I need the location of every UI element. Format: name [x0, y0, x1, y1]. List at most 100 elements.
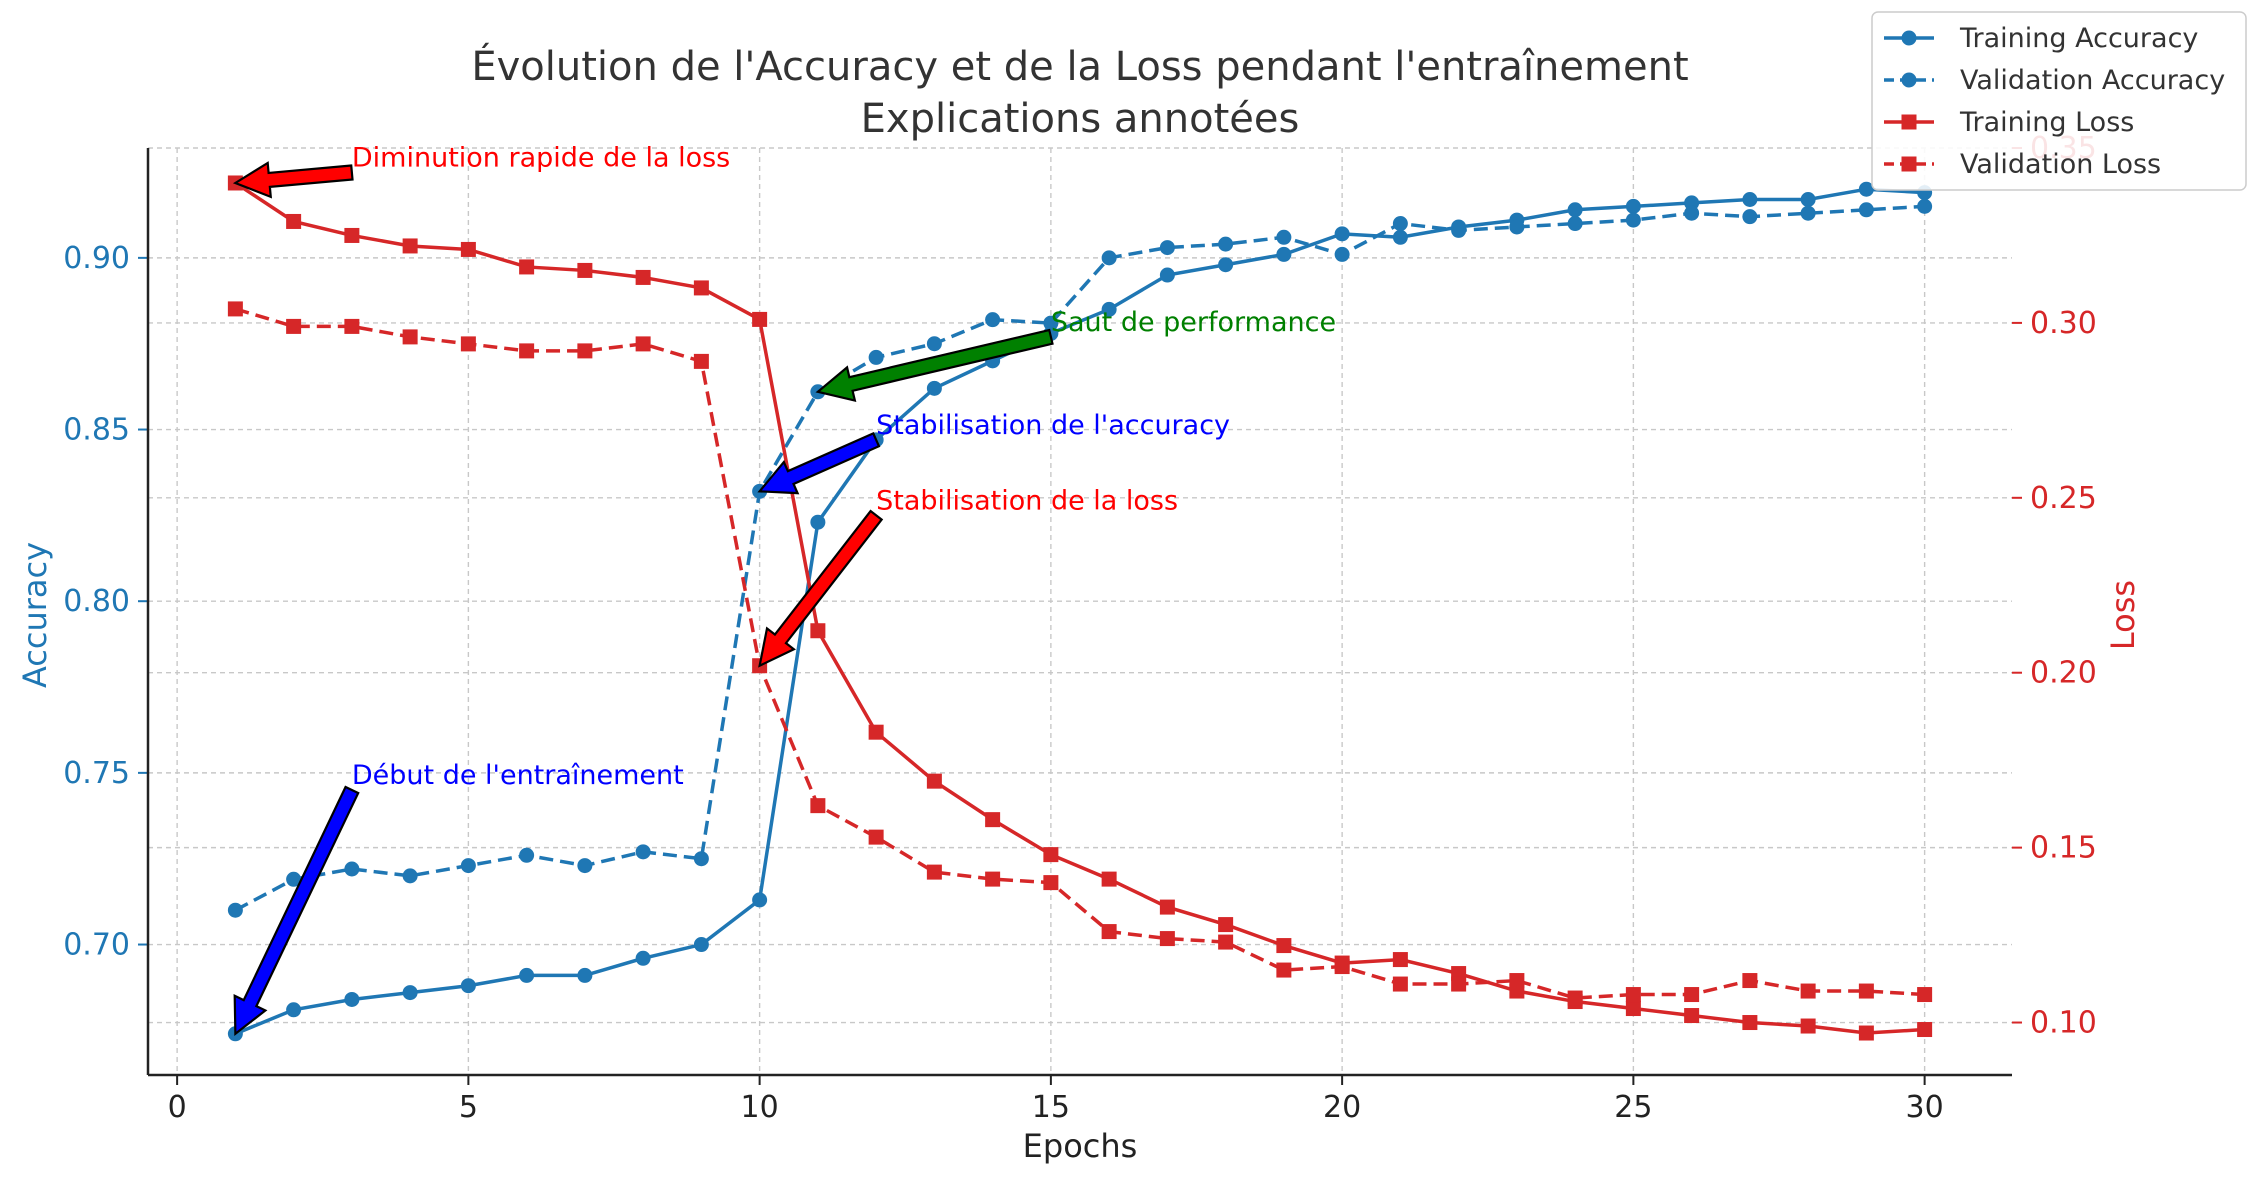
legend-marker	[1901, 30, 1917, 46]
validation-accuracy-point	[1101, 250, 1117, 266]
y-axis-left-label: Accuracy	[16, 542, 54, 688]
x-tick-label: 15	[1032, 1090, 1070, 1125]
training-loss-point	[460, 241, 476, 257]
axes: 0 5 10 15 20 25 30 0.70 0.75 0.80 0.85 0.90 0.10 0.15…	[63, 131, 2097, 1125]
validation-accuracy-point	[926, 336, 942, 352]
validation-loss-point	[227, 301, 243, 317]
chart-subtitle: Explications annotées	[861, 96, 1300, 142]
annotation-text: Début de l'entraînement	[352, 760, 684, 791]
validation-loss-point	[1276, 962, 1292, 978]
validation-accuracy-point	[1625, 212, 1641, 228]
training-loss-point	[1684, 1008, 1700, 1024]
validation-loss-point	[1334, 959, 1350, 975]
validation-accuracy-point	[1684, 205, 1700, 221]
validation-accuracy-point	[1392, 216, 1408, 232]
y-left-tick-label: 0.90	[63, 241, 130, 276]
validation-accuracy-point	[1509, 219, 1525, 235]
training-accuracy-point	[577, 967, 593, 983]
y-left-tick-label: 0.80	[63, 584, 130, 619]
validation-accuracy-point	[868, 349, 884, 365]
x-tick-label: 0	[168, 1090, 187, 1125]
training-accuracy-point	[402, 985, 418, 1001]
training-accuracy-point	[1276, 246, 1292, 262]
validation-accuracy-point	[402, 868, 418, 884]
training-loss-point	[1742, 1015, 1758, 1031]
validation-accuracy-point	[227, 902, 243, 918]
y-right-tick-label: 0.10	[2030, 1006, 2097, 1041]
validation-accuracy-point	[286, 871, 302, 887]
annotation-arrow	[232, 161, 354, 199]
validation-loss-point	[402, 329, 418, 345]
training-accuracy-point	[1625, 198, 1641, 214]
training-accuracy-point	[926, 380, 942, 396]
validation-loss-point	[1218, 934, 1234, 950]
annotation-arrow	[815, 328, 1054, 402]
annotation-arrow	[758, 509, 884, 668]
training-loss-point	[402, 238, 418, 254]
legend-marker	[1901, 156, 1917, 172]
validation-accuracy-point	[1218, 236, 1234, 252]
validation-loss-point	[810, 798, 826, 814]
validation-accuracy-point	[1800, 205, 1816, 221]
training-accuracy-point	[1684, 195, 1700, 211]
training-accuracy-point	[1218, 257, 1234, 273]
annotations: Diminution rapide de la loss Saut de perf…	[232, 142, 1336, 1037]
legend: Training Accuracy Validation Accuracy Trai…	[1871, 11, 2247, 191]
y-right-tick-label: 0.20	[2030, 656, 2097, 691]
validation-accuracy-point	[985, 312, 1001, 328]
training-loss-point	[868, 724, 884, 740]
training-loss-point	[752, 311, 768, 327]
x-tick-label: 5	[459, 1090, 478, 1125]
validation-loss-point	[1043, 875, 1059, 891]
training-accuracy-point	[519, 967, 535, 983]
training-accuracy-point	[752, 892, 768, 908]
legend-label: Training Loss	[1959, 107, 2134, 138]
validation-loss-point	[1625, 987, 1641, 1003]
training-loss-point	[577, 262, 593, 278]
validation-loss-point	[1917, 987, 1933, 1003]
training-loss-point	[1800, 1018, 1816, 1034]
y-left-tick-label: 0.85	[63, 413, 130, 448]
training-accuracy-point	[1742, 192, 1758, 207]
training-loss-point	[1101, 871, 1117, 887]
training-loss-point	[344, 227, 360, 243]
validation-loss-point	[1101, 924, 1117, 940]
validation-accuracy-point	[1043, 315, 1059, 331]
training-loss-point	[926, 773, 942, 789]
validation-loss-point	[635, 336, 651, 352]
validation-loss-point	[344, 318, 360, 334]
training-loss-point	[810, 623, 826, 639]
validation-loss-point	[926, 864, 942, 880]
validation-loss-point	[1800, 983, 1816, 999]
validation-loss-point	[693, 353, 709, 369]
validation-accuracy-point	[1334, 246, 1350, 262]
training-loss-point	[286, 213, 302, 229]
training-loss-point	[1917, 1022, 1933, 1038]
validation-loss-point	[1451, 976, 1467, 992]
x-tick-label: 30	[1906, 1090, 1944, 1125]
validation-loss-point	[286, 318, 302, 334]
validation-accuracy-point	[1159, 240, 1175, 256]
legend-box	[1871, 11, 2247, 191]
validation-loss-point	[1684, 987, 1700, 1003]
training-loss-point	[1159, 899, 1175, 915]
annotation-text: Saut de performance	[1051, 307, 1336, 338]
annotation-text: Stabilisation de la loss	[876, 485, 1178, 516]
validation-loss-point	[985, 871, 1001, 887]
validation-accuracy-point	[1451, 222, 1467, 238]
legend-marker	[1901, 72, 1917, 88]
legend-label: Training Accuracy	[1959, 23, 2198, 54]
training-accuracy-point	[810, 514, 826, 530]
validation-loss-point	[1392, 976, 1408, 992]
validation-accuracy-line	[234, 204, 1925, 912]
y-right-tick-label: 0.15	[2030, 831, 2097, 866]
training-accuracy-point	[460, 978, 476, 994]
validation-loss-line	[234, 307, 1925, 1000]
validation-loss-point	[1742, 973, 1758, 989]
validation-accuracy-point	[1858, 202, 1874, 218]
y-left-tick-label: 0.75	[63, 756, 130, 791]
validation-loss-point	[1509, 973, 1525, 989]
annotation-arrow	[757, 431, 881, 495]
validation-loss-point	[577, 343, 593, 359]
